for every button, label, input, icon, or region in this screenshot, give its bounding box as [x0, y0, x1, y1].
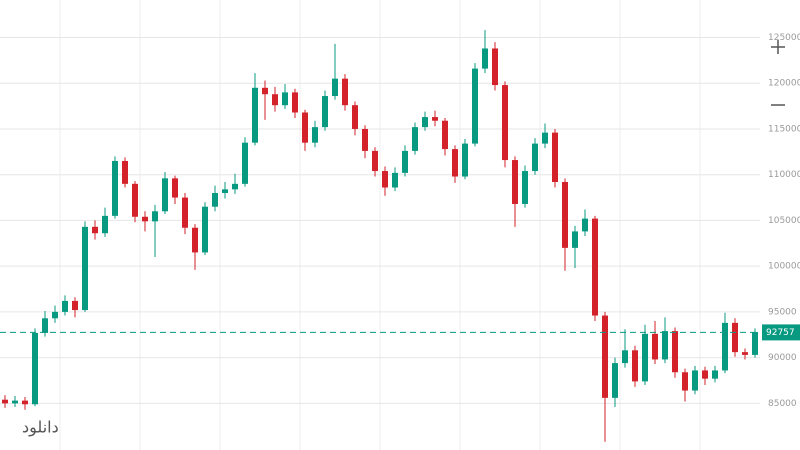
candle-body	[72, 300, 78, 311]
candle-body	[182, 197, 188, 228]
candle-body	[552, 132, 558, 183]
candle-body	[752, 332, 758, 355]
candle-body	[402, 150, 408, 173]
candle-body	[332, 78, 338, 97]
watermark: دانلود	[22, 418, 59, 438]
candle-body	[562, 182, 568, 248]
candle-body	[692, 370, 698, 391]
candle-body	[592, 218, 598, 316]
candle-body	[502, 85, 508, 161]
candle-body	[32, 332, 38, 405]
candle-body	[262, 87, 268, 95]
candle-body	[102, 215, 108, 234]
y-tick-label: 90000	[768, 353, 797, 363]
last-price-label: 92757	[766, 328, 795, 338]
candle-body	[192, 227, 198, 253]
candle-body	[212, 192, 218, 207]
y-tick-label: 105000	[768, 216, 800, 226]
candle-body	[632, 350, 638, 382]
candle-body	[132, 183, 138, 217]
candle-body	[2, 399, 8, 404]
candle-body	[652, 333, 658, 360]
candle-body	[492, 48, 498, 86]
candle-body	[622, 350, 628, 364]
candle-body	[362, 128, 368, 151]
candle-body	[62, 300, 68, 312]
candle-body	[232, 183, 238, 190]
y-tick-label: 85000	[768, 399, 797, 409]
candle-body	[122, 160, 128, 184]
candle-body	[252, 87, 258, 143]
candle-body	[382, 171, 388, 188]
candle-body	[82, 226, 88, 311]
candle-body	[52, 311, 58, 319]
candle-body	[532, 143, 538, 172]
y-tick-label: 95000	[768, 307, 797, 317]
candle-body	[372, 150, 378, 172]
candle-body	[22, 400, 28, 405]
candle-body	[612, 363, 618, 398]
candle-body	[522, 171, 528, 204]
candle-body	[472, 68, 478, 144]
candle-body	[682, 372, 688, 391]
candle-body	[352, 105, 358, 129]
last-price-box	[762, 324, 800, 341]
candle-body	[582, 218, 588, 232]
candle-body	[742, 352, 748, 355]
candle-body	[222, 189, 228, 193]
candle-body	[482, 48, 488, 69]
candle-body	[162, 178, 168, 212]
candle-body	[272, 94, 278, 106]
candle-body	[422, 117, 428, 128]
candle-body	[412, 127, 418, 151]
candle-body	[722, 322, 728, 371]
candle-body	[242, 142, 248, 184]
candle-body	[442, 120, 448, 150]
candle-body	[42, 318, 48, 333]
candle-body	[322, 96, 328, 128]
candle-body	[92, 226, 98, 234]
candle-body	[142, 216, 148, 222]
candle-body	[662, 331, 668, 360]
y-tick-label: 100000	[768, 262, 800, 272]
candle-body	[572, 231, 578, 248]
candle-body	[282, 92, 288, 106]
candle-body	[642, 333, 648, 382]
candle-body	[172, 178, 178, 198]
candle-body	[302, 112, 308, 143]
y-tick-label: 115000	[768, 124, 800, 134]
candle-body	[512, 160, 518, 204]
candle-body	[202, 206, 208, 253]
y-tick-label: 125000	[768, 33, 800, 43]
candle-body	[342, 78, 348, 106]
candle-body	[712, 370, 718, 379]
candle-body	[732, 322, 738, 353]
candle-body	[432, 117, 438, 121]
y-tick-label: 120000	[768, 79, 800, 89]
y-tick-label: 110000	[768, 170, 800, 180]
candle-body	[452, 149, 458, 177]
zoom-in-button[interactable]	[771, 40, 785, 54]
candle-body	[602, 315, 608, 398]
candle-body	[392, 172, 398, 188]
candle-body	[542, 132, 548, 144]
candle-body	[462, 143, 468, 177]
candle-body	[112, 160, 118, 216]
candle-body	[672, 331, 678, 373]
candle-body	[702, 370, 708, 379]
candle-body	[312, 127, 318, 143]
candle-body	[292, 92, 298, 113]
time-grid	[59, 0, 701, 450]
candle-body	[12, 400, 18, 404]
candle-body	[152, 211, 158, 222]
